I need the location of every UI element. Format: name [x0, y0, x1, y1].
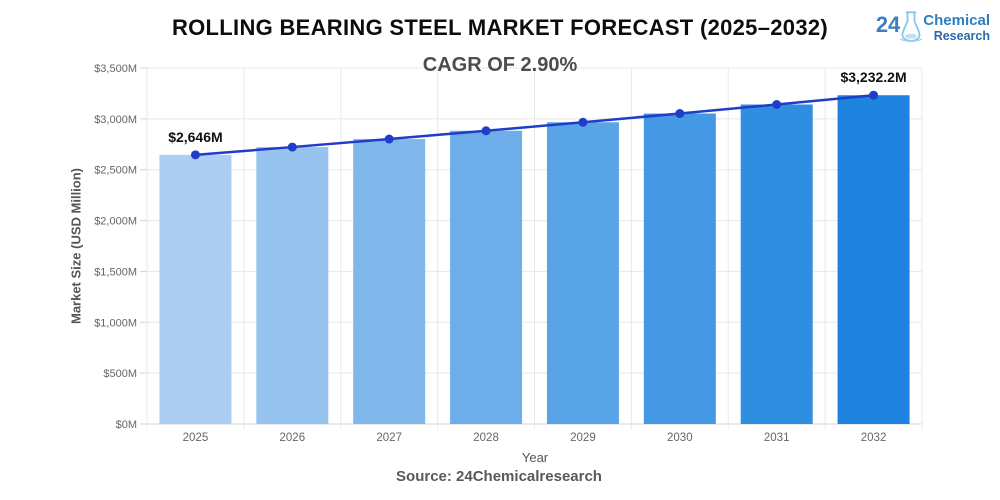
- line-point-2025: [190, 150, 200, 160]
- y-tick-label: $1,000M: [94, 317, 137, 329]
- flask-icon: [898, 10, 924, 47]
- line-point-2026: [287, 142, 297, 152]
- bar-2030: [643, 113, 716, 424]
- x-tick-label: 2027: [376, 432, 402, 444]
- x-tick-label: 2028: [473, 432, 499, 444]
- x-tick-label: 2031: [764, 432, 790, 444]
- y-tick-label: $1,500M: [94, 266, 137, 278]
- x-tick-label: 2032: [861, 432, 887, 444]
- logo-line2: Research: [933, 28, 990, 43]
- data-label-2032: $3,232.2M: [840, 69, 906, 85]
- bar-2029: [546, 122, 619, 424]
- x-tick-label: 2025: [183, 432, 209, 444]
- x-tick-label: 2029: [570, 432, 596, 444]
- line-point-2031: [772, 100, 782, 110]
- logo-line1: Chemical: [923, 12, 990, 29]
- line-point-2030: [675, 109, 685, 119]
- x-axis-title: Year: [521, 450, 549, 465]
- line-point-2032: [869, 90, 879, 100]
- y-tick-label: $3,500M: [94, 63, 137, 75]
- bar-2025: [159, 154, 232, 424]
- x-tick-label: 2026: [280, 432, 306, 444]
- bar-2026: [256, 147, 329, 425]
- logo-text: Chemical Research: [923, 12, 990, 43]
- line-point-2028: [481, 126, 491, 136]
- logo-number: 24: [875, 12, 901, 37]
- data-label-2025: $2,646M: [168, 129, 222, 145]
- brand-logo: 24 Chemical Research: [876, 10, 990, 47]
- y-tick-label: $3,000M: [94, 114, 137, 126]
- chart-title: ROLLING BEARING STEEL MARKET FORECAST (2…: [171, 15, 829, 40]
- y-tick-label: $2,000M: [94, 216, 137, 228]
- line-point-2029: [578, 117, 588, 127]
- chart-subtitle: CAGR OF 2.90%: [422, 54, 578, 76]
- bar-2028: [450, 130, 523, 424]
- bar-2032: [837, 95, 910, 425]
- x-tick-label: 2030: [667, 432, 693, 444]
- line-point-2027: [384, 134, 394, 144]
- source-note: Source: 24Chemicalresearch: [396, 468, 602, 485]
- y-tick-label: $0M: [116, 419, 137, 431]
- bar-2031: [740, 104, 813, 425]
- bar-2027: [353, 139, 426, 424]
- y-tick-label: $500M: [103, 368, 137, 380]
- y-tick-label: $2,500M: [94, 165, 137, 177]
- y-axis-title: Market Size (USD Million): [68, 167, 84, 325]
- trend-line: [194, 93, 875, 157]
